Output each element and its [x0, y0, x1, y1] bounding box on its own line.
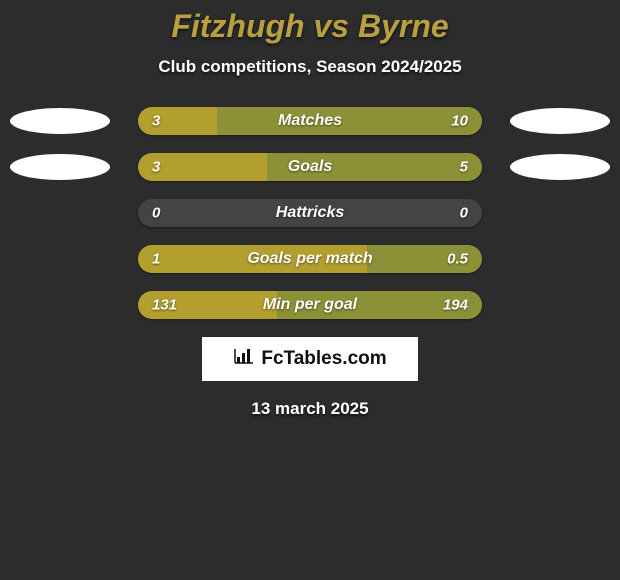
- stat-value-left: 3: [152, 159, 160, 176]
- stat-row: 3 5 Goals: [0, 153, 620, 181]
- stat-row: 1 0.5 Goals per match: [0, 245, 620, 273]
- stat-metric-label: Goals: [288, 158, 332, 176]
- date-text: 13 march 2025: [0, 399, 620, 419]
- stat-value-right: 194: [443, 297, 468, 314]
- stat-bar: 131 194 Min per goal: [138, 291, 482, 319]
- stat-row: 131 194 Min per goal: [0, 291, 620, 319]
- stats-rows: 3 10 Matches 3 5 Goals 0 0 Hattricks 1 0.5 Goals pe…: [0, 107, 620, 319]
- stat-bar: 1 0.5 Goals per match: [138, 245, 482, 273]
- team-badge-right: [510, 154, 610, 180]
- stat-value-left: 131: [152, 297, 177, 314]
- team-badge-left: [10, 154, 110, 180]
- barchart-icon: [233, 347, 255, 371]
- stat-bar-left-fill: [138, 107, 217, 135]
- stat-bar: 3 5 Goals: [138, 153, 482, 181]
- team-badge-right: [510, 108, 610, 134]
- stat-bar: 3 10 Matches: [138, 107, 482, 135]
- stat-row: 3 10 Matches: [0, 107, 620, 135]
- stat-value-left: 0: [152, 205, 160, 222]
- stat-value-right: 5: [460, 159, 468, 176]
- comparison-container: Fitzhugh vs Byrne Club competitions, Sea…: [0, 0, 620, 419]
- subtitle: Club competitions, Season 2024/2025: [0, 57, 620, 77]
- stat-value-left: 3: [152, 113, 160, 130]
- stat-value-left: 1: [152, 251, 160, 268]
- logo-label: FcTables.com: [261, 348, 386, 370]
- stat-bar-right-fill: [217, 107, 482, 135]
- logo-text: FcTables.com: [233, 347, 386, 371]
- stat-value-right: 10: [451, 113, 468, 130]
- team-badge-left: [10, 108, 110, 134]
- stat-value-right: 0.5: [447, 251, 468, 268]
- stat-row: 0 0 Hattricks: [0, 199, 620, 227]
- page-title: Fitzhugh vs Byrne: [0, 8, 620, 45]
- stat-metric-label: Matches: [278, 112, 342, 130]
- stat-metric-label: Goals per match: [247, 250, 372, 268]
- stat-metric-label: Hattricks: [276, 204, 344, 222]
- stat-value-right: 0: [460, 205, 468, 222]
- logo-box: FcTables.com: [202, 337, 418, 381]
- stat-bar: 0 0 Hattricks: [138, 199, 482, 227]
- stat-metric-label: Min per goal: [263, 296, 357, 314]
